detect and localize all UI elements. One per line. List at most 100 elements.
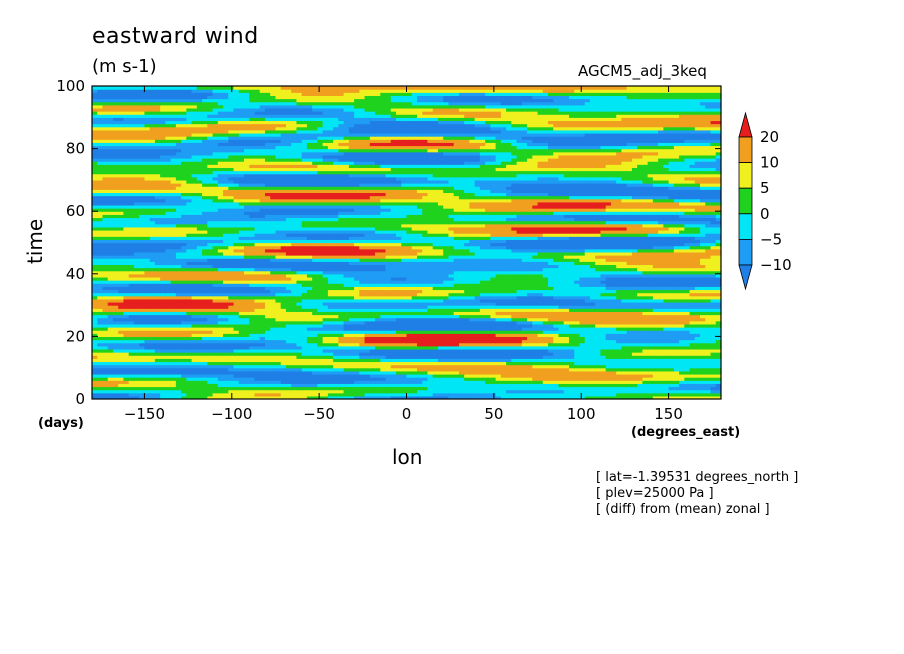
heatmap-cell: [679, 305, 685, 309]
heatmap-cell: [264, 364, 271, 369]
heatmap-cell: [610, 327, 617, 331]
heatmap-cell: [364, 389, 371, 394]
heatmap-cell: [422, 305, 429, 309]
heatmap-cell: [616, 308, 623, 312]
heatmap-cell: [144, 395, 151, 399]
heatmap-cell: [495, 386, 502, 391]
heatmap-cell: [511, 298, 518, 303]
heatmap-cell: [317, 380, 324, 384]
heatmap-cell: [589, 323, 596, 328]
heatmap-cell: [375, 386, 381, 391]
heatmap-cell: [516, 298, 523, 303]
heatmap-cell: [396, 392, 402, 397]
heatmap-cell: [495, 355, 502, 359]
heatmap-cell: [511, 314, 518, 319]
heatmap-cell: [97, 311, 104, 316]
heatmap-cell: [694, 370, 701, 375]
heatmap-cell: [553, 395, 560, 399]
heatmap-cell: [710, 317, 717, 322]
heatmap-cell: [673, 333, 680, 337]
heatmap-cell: [212, 395, 219, 399]
heatmap-cell: [563, 370, 570, 375]
heatmap-cell: [401, 330, 408, 334]
heatmap-cell: [595, 395, 602, 399]
heatmap-cell: [605, 373, 612, 378]
heatmap-cell: [422, 336, 429, 341]
heatmap-cell: [348, 373, 355, 378]
heatmap-cell: [432, 370, 439, 375]
heatmap-cell: [270, 333, 277, 337]
heatmap-cell: [600, 355, 607, 359]
heatmap-cell: [527, 348, 533, 353]
heatmap-cell: [118, 305, 125, 309]
heatmap-cell: [259, 367, 266, 372]
heatmap-cell: [149, 395, 156, 399]
heatmap-cell: [521, 355, 528, 359]
heatmap-cell: [694, 355, 701, 359]
heatmap-cell: [291, 323, 298, 328]
heatmap-cell: [684, 301, 691, 306]
heatmap-cell: [233, 327, 240, 331]
heatmap-cell: [154, 305, 161, 309]
heatmap-cell: [700, 352, 706, 356]
heatmap-cell: [317, 373, 324, 378]
heatmap-cell: [139, 317, 146, 322]
heatmap-cell: [233, 377, 240, 381]
heatmap-cell: [133, 327, 140, 331]
heatmap-cell: [107, 370, 114, 375]
heatmap-cell: [296, 361, 303, 366]
heatmap-cell: [181, 364, 187, 369]
heatmap-cell: [233, 339, 240, 344]
heatmap-cell: [191, 389, 198, 394]
heatmap-cell: [647, 311, 654, 316]
heatmap-cell: [170, 389, 177, 394]
heatmap-cell: [181, 380, 187, 384]
heatmap-cell: [228, 373, 235, 378]
heatmap-cell: [548, 301, 554, 306]
heatmap-cell: [139, 305, 146, 309]
heatmap-cell: [422, 386, 429, 391]
heatmap-cell: [595, 352, 602, 356]
heatmap-cell: [385, 383, 392, 388]
heatmap-cell: [443, 327, 450, 331]
heatmap-cell: [448, 323, 455, 328]
heatmap-cell: [610, 389, 617, 394]
heatmap-cell: [584, 336, 591, 341]
heatmap-cell: [616, 314, 623, 319]
heatmap-cell: [354, 336, 360, 341]
heatmap-cell: [710, 386, 717, 391]
heatmap-cell: [464, 389, 470, 394]
heatmap-cell: [244, 389, 250, 394]
heatmap-cell: [432, 298, 439, 303]
heatmap-cell: [453, 395, 460, 399]
heatmap-cell: [422, 323, 429, 328]
heatmap-cell: [97, 389, 104, 394]
heatmap-cell: [595, 380, 602, 384]
heatmap-cell: [600, 370, 607, 375]
heatmap-cell: [437, 336, 444, 341]
heatmap-cell: [133, 345, 140, 350]
heatmap-cell: [579, 314, 586, 319]
heatmap-cell: [600, 361, 607, 366]
heatmap-cell: [406, 320, 413, 325]
heatmap-cell: [322, 367, 329, 372]
heatmap-cell: [102, 320, 109, 325]
heatmap-cell: [160, 298, 166, 303]
heatmap-cell: [191, 339, 198, 344]
heatmap-cell: [647, 320, 654, 325]
heatmap-cell: [715, 352, 721, 356]
heatmap-cell: [291, 377, 298, 381]
heatmap-cell: [448, 395, 455, 399]
heatmap-cell: [238, 355, 245, 359]
heatmap-cell: [364, 305, 371, 309]
heatmap-cell: [369, 320, 376, 325]
heatmap-cell: [223, 383, 229, 388]
heatmap-cell: [249, 370, 256, 375]
heatmap-cell: [469, 323, 476, 328]
heatmap-cell: [647, 373, 654, 378]
heatmap-cell: [527, 308, 533, 312]
heatmap-cell: [264, 395, 271, 399]
heatmap-cell: [254, 298, 261, 303]
heatmap-cell: [396, 345, 402, 350]
heatmap-cell: [238, 301, 245, 306]
